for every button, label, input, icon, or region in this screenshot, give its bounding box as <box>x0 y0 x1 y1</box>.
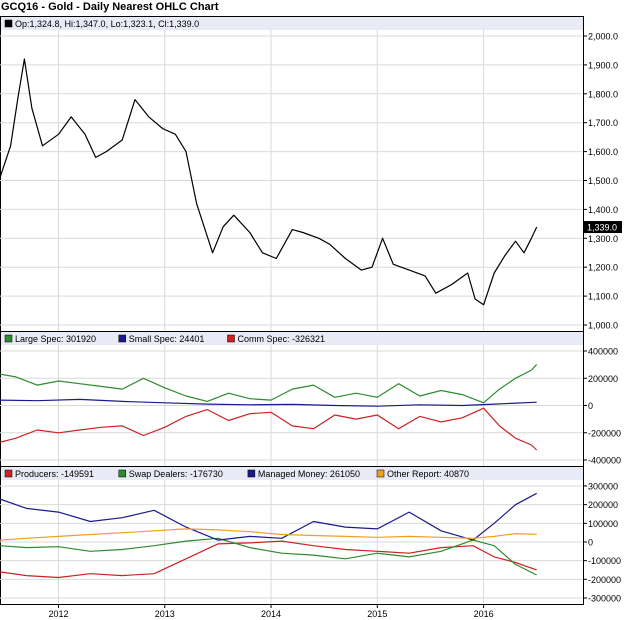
legend-swatch <box>4 334 13 343</box>
y-tick-label: 1,400.0 <box>588 205 618 215</box>
y-tick-label: 200000 <box>588 500 618 510</box>
legend-entry: Producers: -149591 <box>15 469 94 479</box>
legend-strip <box>1 17 583 30</box>
last-value-label: 1,339.0 <box>587 223 617 233</box>
y-tick-label: 1,700.0 <box>588 118 618 128</box>
y-tick-label: -200000 <box>588 575 621 585</box>
legend-swatch <box>376 469 385 478</box>
y-tick-label: 1,300.0 <box>588 234 618 244</box>
legend-swatch <box>4 19 13 28</box>
legend-entry: Swap Dealers: -176730 <box>129 469 223 479</box>
series-line-other-report <box>0 528 537 541</box>
panel-frame <box>0 331 584 467</box>
grid-layer <box>0 16 584 605</box>
series-line-large-spec <box>0 363 538 404</box>
legend-swatch <box>118 334 127 343</box>
legend-entry: Managed Money: 261050 <box>258 469 360 479</box>
y-tick-label: 1,800.0 <box>588 89 618 99</box>
series-layer <box>0 58 538 579</box>
panel-frame <box>0 16 584 332</box>
series-line-producers <box>0 540 537 579</box>
y-tick-label: -400000 <box>588 456 621 466</box>
x-tick-label: 2016 <box>474 609 494 619</box>
legend-entry: Comm Spec: -326321 <box>238 334 326 344</box>
legend-swatch <box>227 334 235 343</box>
axis-layer: 2,000.0 1,900.0 1,800.0 1,700.0 1,600.0 1,500… <box>48 32 622 619</box>
legend-swatch <box>247 469 256 478</box>
x-tick-label: 2013 <box>155 609 175 619</box>
legend-strip <box>1 467 583 480</box>
panel-frame <box>0 466 584 605</box>
series-line-comm-spec <box>0 407 538 451</box>
y-tick-label: 100000 <box>588 519 618 529</box>
y-tick-label: 1,200.0 <box>588 263 618 273</box>
series-line-managed-money <box>0 492 537 541</box>
y-tick-label: 1,500.0 <box>588 176 618 186</box>
y-tick-label: -200000 <box>588 428 621 438</box>
x-tick-label: 2012 <box>48 609 68 619</box>
y-tick-label: 1,100.0 <box>588 292 618 302</box>
series-line-small-spec <box>0 398 537 407</box>
y-tick-label: 300000 <box>588 482 618 492</box>
legend-strip <box>1 332 583 345</box>
legend-entry: Small Spec: 24401 <box>129 334 205 344</box>
legend-entry: Large Spec: 301920 <box>15 334 96 344</box>
y-tick-label: 1,000.0 <box>588 321 618 331</box>
y-tick-label: 0 <box>588 401 593 411</box>
y-tick-label: 1,600.0 <box>588 147 618 157</box>
x-tick-label: 2015 <box>367 609 387 619</box>
chart-title: GCQ16 - Gold - Daily Nearest OHLC Chart <box>1 1 219 13</box>
x-tick-label: 2014 <box>261 609 281 619</box>
legend-swatch <box>118 469 127 478</box>
legend-swatch <box>4 469 13 478</box>
y-tick-label: 2,000.0 <box>588 32 618 42</box>
y-tick-label: 0 <box>588 538 593 548</box>
y-tick-label: 400000 <box>588 347 618 357</box>
legend-layer: Op:1,324.8, Hi:1,347.0, Lo:1,323.1, Cl:1… <box>1 17 583 480</box>
legend-entry: Op:1,324.8, Hi:1,347.0, Lo:1,323.1, Cl:1… <box>15 19 199 29</box>
legend-entry: Other Report: 40870 <box>387 469 469 479</box>
series-line-price <box>0 58 538 306</box>
y-tick-label: -300000 <box>588 594 621 604</box>
y-tick-label: 200000 <box>588 374 618 384</box>
y-tick-label: 1,900.0 <box>588 60 618 70</box>
last-value-badge <box>584 221 622 234</box>
y-tick-label: -100000 <box>588 556 621 566</box>
